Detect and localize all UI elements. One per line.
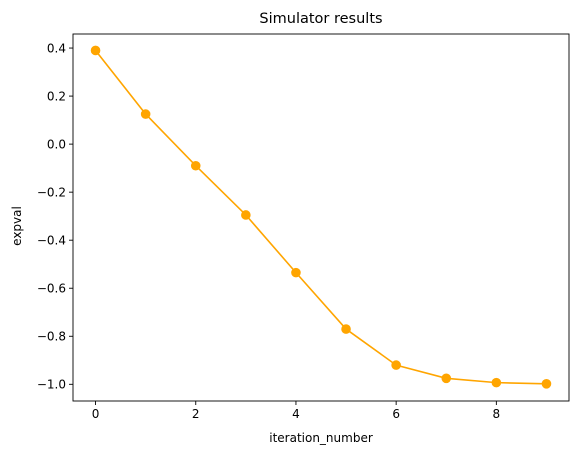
y-tick-label: −0.2 xyxy=(37,185,66,199)
data-point xyxy=(391,360,401,370)
plot-area xyxy=(90,45,552,389)
x-tick-label: 4 xyxy=(292,407,300,421)
x-axis-label: iteration_number xyxy=(269,431,373,445)
data-point xyxy=(291,267,301,278)
data-point xyxy=(341,324,351,334)
y-axis-label: expval xyxy=(10,206,24,246)
x-axis: 0 2 4 6 8 xyxy=(92,401,500,421)
data-point xyxy=(190,160,201,171)
data-point xyxy=(241,210,251,220)
x-tick-label: 8 xyxy=(493,407,501,421)
data-point xyxy=(541,379,552,389)
chart-title: Simulator results xyxy=(259,11,382,27)
x-tick-label: 0 xyxy=(92,407,100,421)
series-line xyxy=(94,49,547,385)
data-point xyxy=(441,373,452,384)
x-tick-label: 2 xyxy=(192,407,200,421)
y-tick-label: −0.8 xyxy=(37,329,66,343)
y-tick-label: −1.0 xyxy=(37,378,66,392)
y-tick-label: −0.4 xyxy=(37,233,66,247)
y-tick-label: 0.0 xyxy=(47,137,66,151)
y-axis: 0.4 0.2 0.0 −0.2 −0.4 −0.6 −0.8 −1.0 xyxy=(37,41,73,392)
data-point xyxy=(140,109,151,119)
plot-frame xyxy=(72,33,570,402)
y-tick-label: −0.6 xyxy=(37,281,66,295)
data-point xyxy=(90,45,101,56)
x-tick-label: 6 xyxy=(392,407,400,421)
y-tick-label: 0.2 xyxy=(47,89,66,103)
data-point xyxy=(491,377,502,388)
y-tick-label: 0.4 xyxy=(47,41,66,55)
